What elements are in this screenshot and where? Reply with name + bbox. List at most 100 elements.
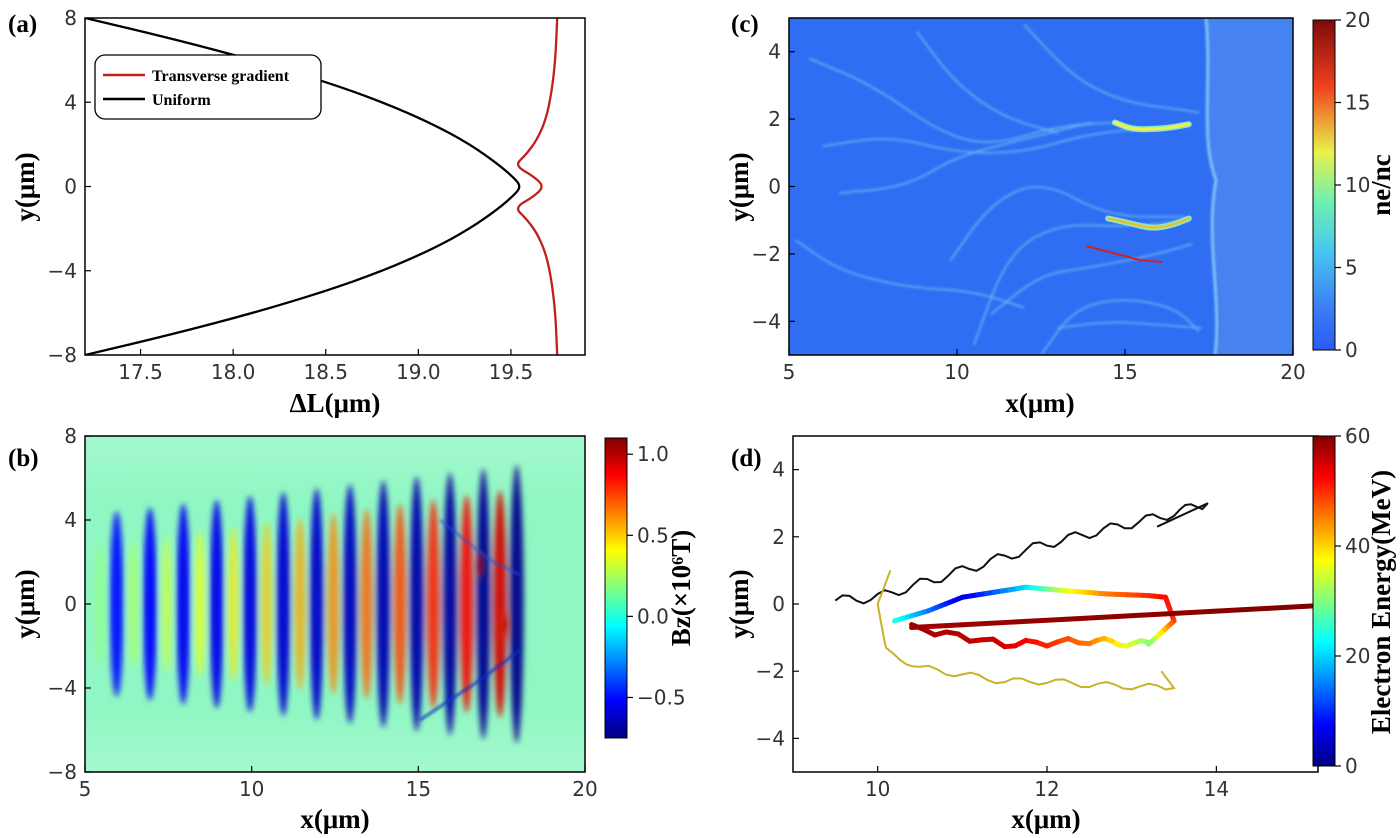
panel-b-xtick-label: 15 <box>406 777 431 801</box>
panel-a: (a) 17.5 18.0 18.5 19.0 19.5 8 4 0 −4 −8 Transver… <box>8 6 586 418</box>
colorbar-tick-label: 0 <box>1345 338 1358 362</box>
transverse-gradient-line <box>516 18 559 355</box>
panel-d-xtick-label: 14 <box>1204 777 1229 801</box>
panel-d-colorbar-label: Electron Energy(MeV) <box>1366 470 1396 734</box>
electron-filament-lower-hot <box>1085 245 1163 263</box>
panel-d-ticks: 10 12 14 4 2 0 −2 −4 <box>756 458 1230 801</box>
panel-a-xtick-label: 19.5 <box>489 360 534 384</box>
panel-c-colorbar-ticks: 20 15 10 5 0 <box>1335 8 1370 362</box>
panel-b-xlabel: x(μm) <box>300 804 369 834</box>
density-streak <box>795 239 1025 309</box>
panel-b-xtick-label: 5 <box>79 777 92 801</box>
yellow-trajectory <box>876 570 1176 691</box>
colorbar-tick-label: 5 <box>1345 256 1358 280</box>
bz-diagonal-features <box>419 519 521 722</box>
panel-c-label: (c) <box>731 11 759 38</box>
panel-b-ytick-label: 0 <box>64 592 77 616</box>
panel-b-label: (b) <box>8 445 39 472</box>
panel-b-ytick-label: −8 <box>48 760 77 784</box>
panel-d-colorbar-ticks: 60 40 20 0 <box>1335 424 1370 778</box>
density-streaks <box>795 24 1203 355</box>
trajectory-segment <box>1163 608 1219 617</box>
panel-a-frame <box>84 17 586 356</box>
colorbar-tick-label: 0.5 <box>637 523 669 547</box>
panel-d-ytick-label: 4 <box>772 458 785 482</box>
panel-b-colorbar-label: Bz(×10⁶T) <box>666 530 696 646</box>
panel-a-ytick-label: 0 <box>64 175 77 199</box>
trajectory-segment <box>1010 616 1067 625</box>
panel-a-xtick-label: 19.0 <box>396 360 441 384</box>
density-streak <box>822 125 1189 154</box>
panel-c-ytick-label: 4 <box>768 40 781 64</box>
electron-filament-upper-core <box>1113 121 1191 131</box>
panel-a-xlabel: ΔL(μm) <box>290 388 381 418</box>
panel-a-ytick-label: −4 <box>48 259 77 283</box>
panel-c-xtick-label: 15 <box>1112 360 1137 384</box>
panel-d-frame <box>792 435 1319 773</box>
panel-b-frame <box>84 435 586 773</box>
colorbar-tick-label: 60 <box>1345 424 1370 448</box>
panel-c-xtick-label: 20 <box>1280 360 1305 384</box>
trajectory-segment <box>909 622 965 631</box>
panel-a-xtick-label: 18.0 <box>211 360 256 384</box>
trajectory-segment <box>1264 603 1318 611</box>
panel-a-label: (a) <box>8 11 37 38</box>
density-streak <box>916 31 1059 134</box>
panel-d-xtick-label: 10 <box>865 777 890 801</box>
density-streak <box>973 219 1189 346</box>
electron-filament-lower-core <box>1106 217 1191 229</box>
panel-d-ytick-label: −2 <box>756 659 785 683</box>
legend-label-transverse: Transverse gradient <box>152 68 290 85</box>
panel-d-ytick-label: 0 <box>772 592 785 616</box>
colorbar-tick-label: 40 <box>1345 534 1370 558</box>
density-streak <box>808 57 1115 143</box>
panel-d-ylabel: y(μm) <box>724 569 754 638</box>
colorbar-tick-label: 20 <box>1345 8 1370 32</box>
panel-a-ylabel: y(μm) <box>10 152 40 221</box>
colorbar-tick-label: 10 <box>1345 173 1370 197</box>
density-streak <box>1057 321 1203 329</box>
density-streak <box>1023 24 1200 114</box>
panel-c-xtick-label: 10 <box>944 360 969 384</box>
panel-b-edge-fade <box>85 436 585 772</box>
panel-c-colorbar <box>1312 19 1336 351</box>
panel-c-ytick-label: 2 <box>768 107 781 131</box>
trajectory-segment <box>1061 614 1118 622</box>
panel-b-ytick-label: 8 <box>64 424 77 448</box>
panel-b-xtick-label: 10 <box>239 777 264 801</box>
panel-c-ytick-label: −2 <box>752 242 781 266</box>
panel-b-xtick-label: 20 <box>572 777 597 801</box>
panel-b-ylabel: y(μm) <box>10 569 40 638</box>
panel-c-ylabel: y(μm) <box>724 152 754 221</box>
panel-a-ticks: 17.5 18.0 18.5 19.0 19.5 8 4 0 −4 −8 <box>48 6 534 384</box>
colorbar-tick-label: 1.0 <box>637 442 669 466</box>
panel-c-ytick-label: −4 <box>752 309 781 333</box>
panel-a-ytick-label: −8 <box>48 343 77 367</box>
trajectory-segment <box>959 619 1016 628</box>
panel-b-ytick-label: 4 <box>64 508 77 532</box>
trajectory-segment <box>1112 611 1169 620</box>
panel-a-ytick-label: 4 <box>64 90 77 114</box>
panel-a-xtick-label: 18.5 <box>303 360 348 384</box>
panel-d-xlabel: x(μm) <box>1011 804 1080 834</box>
density-streak <box>839 121 1092 194</box>
panel-c-xtick-label: 5 <box>783 360 796 384</box>
colorbar-tick-label: −0.5 <box>637 685 686 709</box>
panel-a-xtick-label: 17.5 <box>118 360 163 384</box>
panel-b-colorbar-ticks: 1.0 0.5 0.0 −0.5 <box>627 442 686 709</box>
colorbar-tick-label: 20 <box>1345 644 1370 668</box>
panel-c-colorbar-label: ne/nc <box>1366 154 1396 216</box>
legend-box <box>94 54 322 120</box>
legend: Transverse gradient Uniform <box>94 54 322 120</box>
legend-label-uniform: Uniform <box>152 92 211 109</box>
panel-d-colorbar <box>1312 435 1336 767</box>
panel-a-ytick-label: 8 <box>64 6 77 30</box>
density-streak <box>949 186 1186 262</box>
energy-colored-trajectory <box>892 584 1318 650</box>
panel-b-ytick-label: −4 <box>48 676 77 700</box>
trajectory-segment <box>1213 605 1270 614</box>
colorbar-tick-label: 0.0 <box>637 604 669 628</box>
